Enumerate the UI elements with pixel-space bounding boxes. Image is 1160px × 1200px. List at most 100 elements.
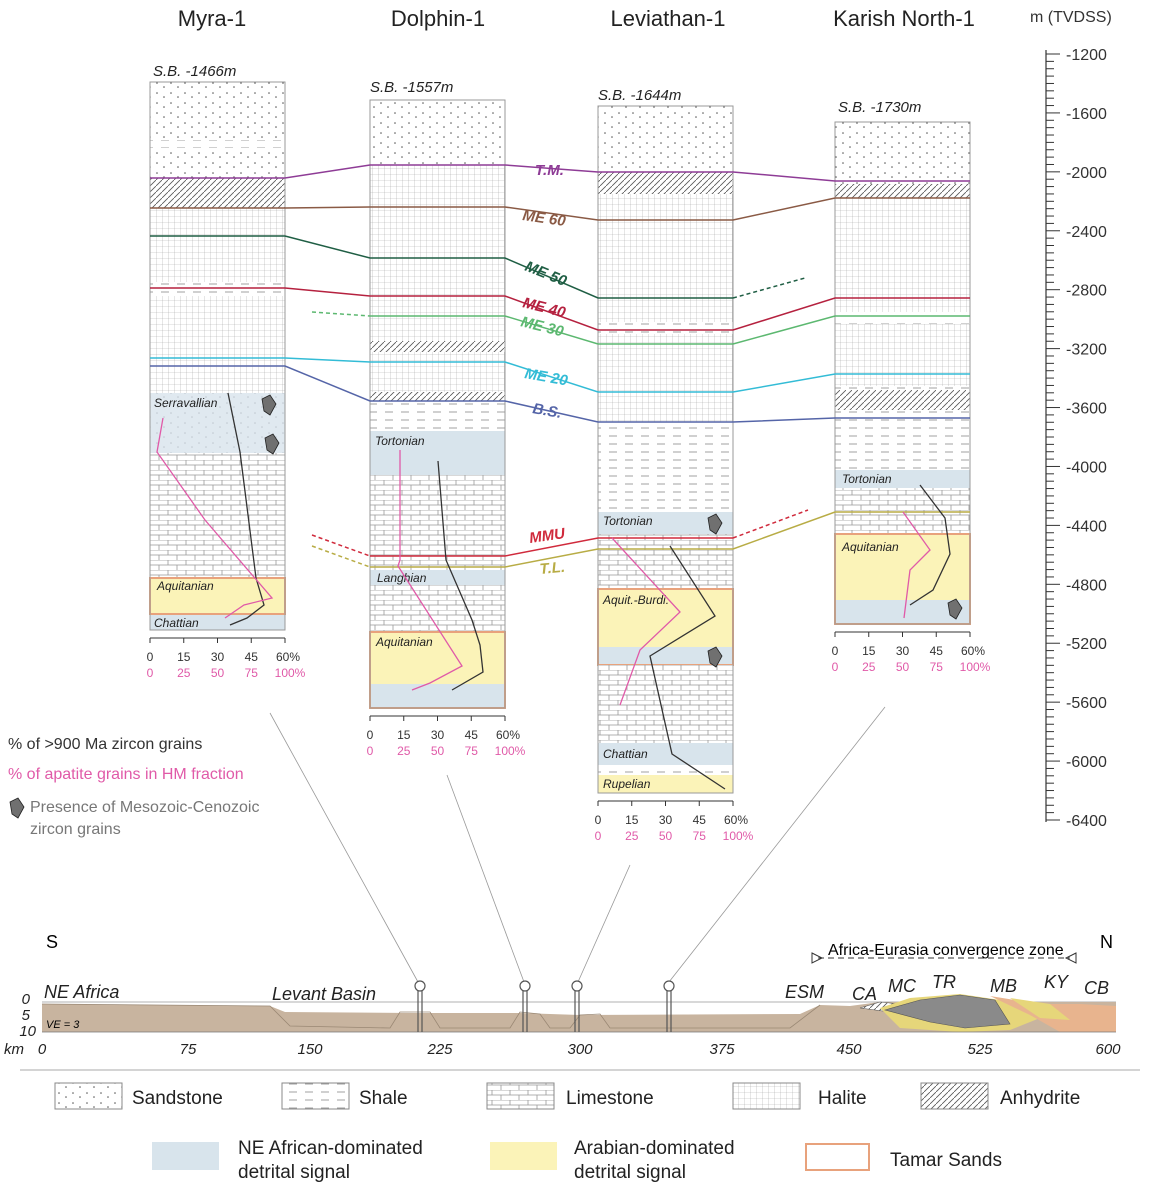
apatite-curve-karish <box>902 511 931 619</box>
zircon-curve-myra <box>227 392 265 626</box>
horizon-me60-line <box>150 197 970 221</box>
horizon-label-tm: T.M. <box>535 162 564 179</box>
label-mc: MC <box>888 976 917 996</box>
depth-label: -2800 <box>1066 283 1107 300</box>
label-ne-africa: NE Africa <box>44 982 119 1002</box>
convergence-zone-label: Africa-Eurasia convergence zone <box>828 942 1064 959</box>
depth-label: -5600 <box>1066 695 1107 712</box>
column-dolphin <box>369 99 506 709</box>
well-title-leviathan: Leviathan-1 <box>611 6 726 31</box>
depth-label: -1600 <box>1066 106 1107 123</box>
depth-label: -4000 <box>1066 459 1107 476</box>
stage-myra-chattian: Chattian <box>154 616 199 630</box>
horizon-mmu-dash-left <box>311 534 371 557</box>
legend-tamar: Tamar Sands <box>890 1150 1002 1171</box>
label-mb: MB <box>990 976 1017 996</box>
sb-myra: S.B. -1466m <box>153 63 236 80</box>
stage-leviathan-aquit-burdi: Aquit.-Burdi. <box>602 593 669 607</box>
label-ca: CA <box>852 984 877 1004</box>
axis-tick-pink: 50 <box>211 666 225 680</box>
horizon-me50-line <box>150 235 733 299</box>
horizon-mmu-dash-right <box>732 509 809 539</box>
depth-scale-ticks <box>1046 53 1060 821</box>
stage-karish-tortonian: Tortonian <box>842 472 892 486</box>
axis-tick-pink: 50 <box>896 660 910 674</box>
depth-label: -6400 <box>1066 813 1107 830</box>
horizon-tl-dash <box>311 545 371 568</box>
x-tick: 150 <box>297 1041 323 1058</box>
axis-tick: 0 <box>367 728 374 742</box>
horizon-me20-line <box>150 357 970 393</box>
depth-label: -1200 <box>1066 47 1107 64</box>
horizon-label-bs: B.S. <box>531 400 563 422</box>
hexagon-key-icon <box>9 797 25 819</box>
legend: Sandstone Shale Limestone Halite Anhydri… <box>54 1082 1080 1183</box>
axis-tick-pink: 25 <box>862 660 876 674</box>
x-tick: 600 <box>1095 1041 1121 1058</box>
axis-tick: 45 <box>245 650 259 664</box>
depth-label: -5200 <box>1066 636 1107 653</box>
axis-tick: 15 <box>625 813 639 827</box>
axis-tick: 45 <box>465 728 479 742</box>
depth-label: -6000 <box>1066 754 1107 771</box>
axis-tick-pink: 100% <box>960 660 991 674</box>
axis-tick-pink: 0 <box>367 744 374 758</box>
stage-dolphin-tortonian: Tortonian <box>375 434 425 448</box>
axis-tick: 15 <box>177 650 191 664</box>
legend-limestone: Limestone <box>566 1088 654 1109</box>
axis-tick-pink: 25 <box>625 829 639 843</box>
horizon-me30-line <box>370 315 970 345</box>
key-meso-line2: zircon grains <box>30 821 121 838</box>
depth-tick-5: 5 <box>22 1007 31 1024</box>
axis-tick: 60% <box>961 644 985 658</box>
sb-karish: S.B. -1730m <box>838 99 921 116</box>
label-cb: CB <box>1084 978 1109 998</box>
axis-tick: 45 <box>930 644 944 658</box>
axis-tick-pink: 100% <box>275 666 306 680</box>
axis-tick-pink: 100% <box>495 744 526 758</box>
hexagon-marker-icon <box>707 513 723 535</box>
legend-sandstone: Sandstone <box>132 1088 223 1109</box>
horizon-mmu-line <box>370 537 733 557</box>
x-tick: 225 <box>426 1041 453 1058</box>
horizon-lines <box>150 164 970 568</box>
axis-tick-pink: 100% <box>723 829 754 843</box>
axis-tick: 45 <box>693 813 707 827</box>
axis-tick: 15 <box>397 728 411 742</box>
column-karish <box>834 121 971 625</box>
legend-arabian-line2: detrital signal <box>574 1162 686 1183</box>
key-apatite: % of apatite grains in HM fraction <box>8 766 244 783</box>
stage-leviathan-rupelian: Rupelian <box>603 777 651 791</box>
ve-label: VE = 3 <box>46 1019 80 1031</box>
axis-tick-pink: 25 <box>397 744 411 758</box>
horizon-label-tl: T.L. <box>539 559 566 578</box>
well-guide-lines <box>269 706 886 983</box>
depth-label: -4800 <box>1066 577 1107 594</box>
horizon-tm-line <box>150 164 970 182</box>
legend-ne-african-line2: detrital signal <box>238 1162 350 1183</box>
axis-tick: 30 <box>211 650 225 664</box>
section-north: N <box>1100 932 1113 952</box>
key-zircon: % of >900 Ma zircon grains <box>8 736 202 753</box>
depth-label: -3200 <box>1066 342 1107 359</box>
x-tick: 450 <box>836 1041 862 1058</box>
legend-halite: Halite <box>818 1088 867 1109</box>
depth-label: -3600 <box>1066 401 1107 418</box>
hexagon-marker-icon <box>707 646 723 668</box>
horizon-me40-line <box>150 287 970 331</box>
stage-leviathan-tortonian: Tortonian <box>603 514 653 528</box>
well-title-myra: Myra-1 <box>178 6 246 31</box>
zircon-curve-dolphin <box>437 460 484 691</box>
axis-tick-pink: 75 <box>465 744 479 758</box>
horizon-label-me20: ME 20 <box>523 365 569 389</box>
depth-tick-10: 10 <box>19 1023 36 1040</box>
stage-leviathan-chattian: Chattian <box>603 747 648 761</box>
stage-myra-aquitanian: Aquitanian <box>156 579 214 593</box>
label-tr: TR <box>932 972 956 992</box>
axis-tick: 0 <box>147 650 154 664</box>
apatite-curve-dolphin <box>397 450 463 691</box>
zircon-curve-leviathan <box>649 545 726 790</box>
axis-tick: 0 <box>595 813 602 827</box>
stage-dolphin-aquitanian: Aquitanian <box>375 635 433 649</box>
